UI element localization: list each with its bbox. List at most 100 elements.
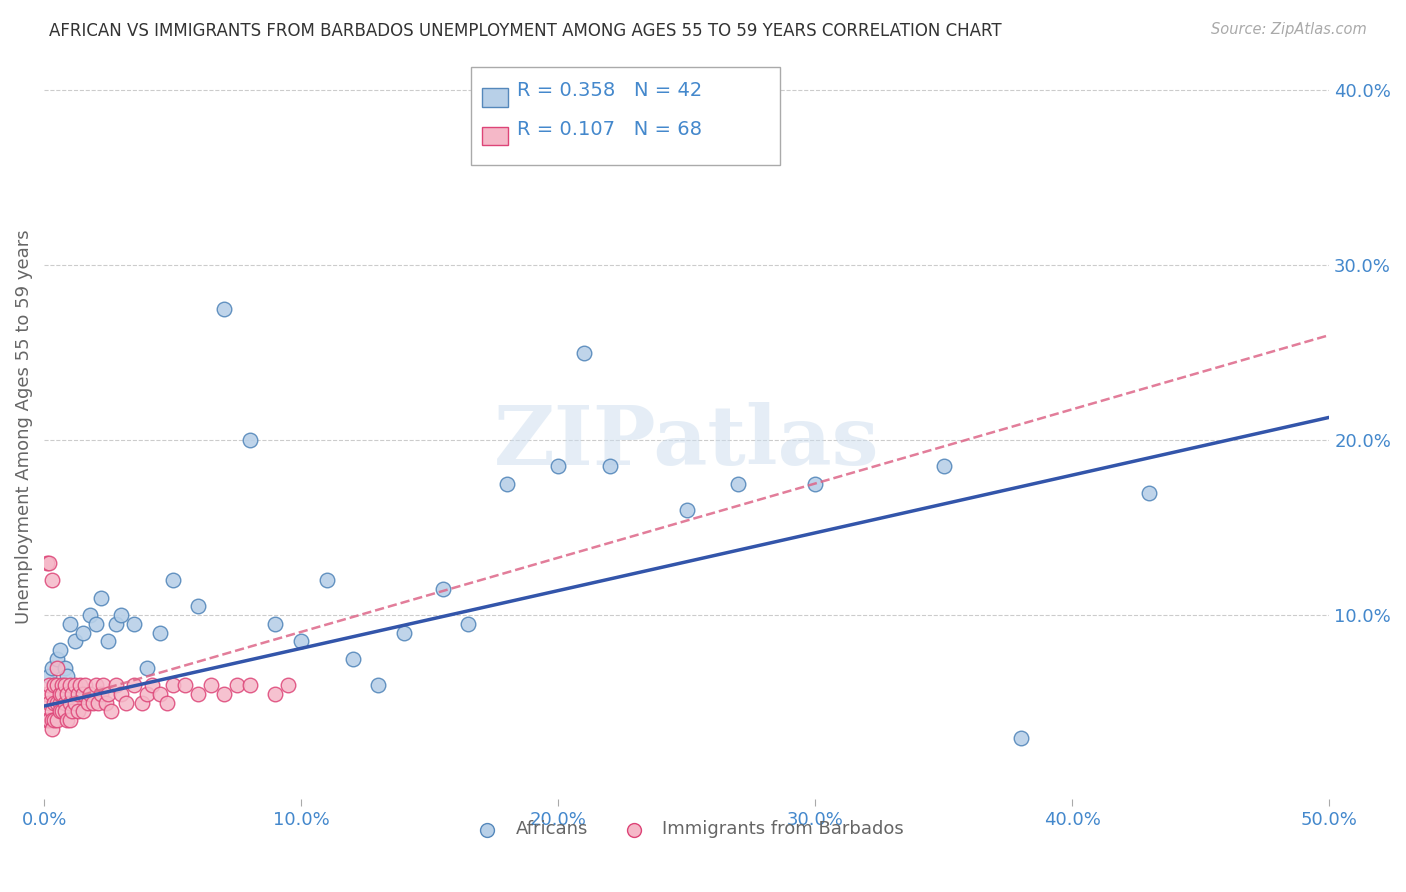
Point [72, 704, 94, 718]
Point [149, 687, 172, 701]
Point [135, 687, 157, 701]
Point [264, 687, 287, 701]
Point [97, 687, 120, 701]
Point [51, 678, 73, 692]
Point [44, 678, 66, 692]
Point [63, 696, 86, 710]
Point [46, 678, 69, 692]
Legend: Africans, Immigrants from Barbados: Africans, Immigrants from Barbados [463, 814, 911, 846]
Point [38, 556, 60, 570]
Point [66, 687, 89, 701]
Point [804, 476, 827, 491]
Point [44, 713, 66, 727]
Point [59, 616, 82, 631]
Point [149, 625, 172, 640]
Point [1010, 731, 1032, 745]
Point [432, 582, 454, 596]
Point [46, 652, 69, 666]
Point [156, 696, 179, 710]
Point [84, 616, 107, 631]
Point [290, 634, 312, 648]
Point [115, 696, 138, 710]
Text: ZIPatlas: ZIPatlas [494, 402, 879, 482]
Point [264, 616, 287, 631]
Point [51, 704, 73, 718]
Point [187, 599, 209, 614]
Point [162, 678, 184, 692]
Point [225, 678, 247, 692]
Point [48, 704, 70, 718]
Point [675, 503, 697, 517]
Point [44, 678, 66, 692]
Point [56, 669, 79, 683]
Point [599, 459, 621, 474]
Point [66, 704, 89, 718]
Point [100, 704, 122, 718]
Point [239, 678, 262, 692]
Point [277, 678, 299, 692]
Point [60, 687, 83, 701]
Point [44, 696, 66, 710]
Point [315, 573, 337, 587]
Point [53, 660, 76, 674]
Point [46, 713, 69, 727]
Point [76, 696, 98, 710]
Point [141, 678, 163, 692]
Point [131, 696, 153, 710]
Point [79, 608, 101, 623]
Point [56, 713, 79, 727]
Point [727, 476, 749, 491]
Point [90, 687, 112, 701]
Point [187, 687, 209, 701]
Point [60, 704, 83, 718]
Point [72, 625, 94, 640]
Point [38, 669, 60, 683]
Point [547, 459, 569, 474]
Point [457, 616, 479, 631]
Point [53, 678, 76, 692]
Point [35, 687, 58, 701]
Point [495, 476, 517, 491]
Point [122, 678, 145, 692]
Point [41, 687, 63, 701]
Point [41, 713, 63, 727]
Point [110, 608, 132, 623]
Point [174, 678, 197, 692]
Point [75, 678, 97, 692]
Point [63, 634, 86, 648]
Point [38, 678, 60, 692]
Point [84, 678, 107, 692]
Point [162, 573, 184, 587]
Point [94, 696, 117, 710]
Point [59, 678, 82, 692]
Point [53, 696, 76, 710]
Point [82, 696, 104, 710]
Point [48, 696, 70, 710]
Point [122, 616, 145, 631]
Text: R = 0.358   N = 42: R = 0.358 N = 42 [517, 81, 703, 101]
Point [110, 687, 132, 701]
Point [212, 301, 235, 316]
Point [48, 687, 70, 701]
Point [53, 704, 76, 718]
Point [105, 616, 128, 631]
Point [392, 625, 415, 640]
Point [135, 660, 157, 674]
Point [97, 634, 120, 648]
Point [41, 722, 63, 736]
Point [105, 678, 128, 692]
Point [367, 678, 389, 692]
Point [200, 678, 222, 692]
Point [35, 713, 58, 727]
Point [48, 643, 70, 657]
Point [212, 687, 235, 701]
Point [51, 687, 73, 701]
Point [35, 556, 58, 570]
Point [79, 687, 101, 701]
Point [69, 678, 91, 692]
Point [342, 652, 364, 666]
Point [239, 433, 262, 447]
Point [87, 696, 110, 710]
Point [72, 687, 94, 701]
Point [41, 704, 63, 718]
